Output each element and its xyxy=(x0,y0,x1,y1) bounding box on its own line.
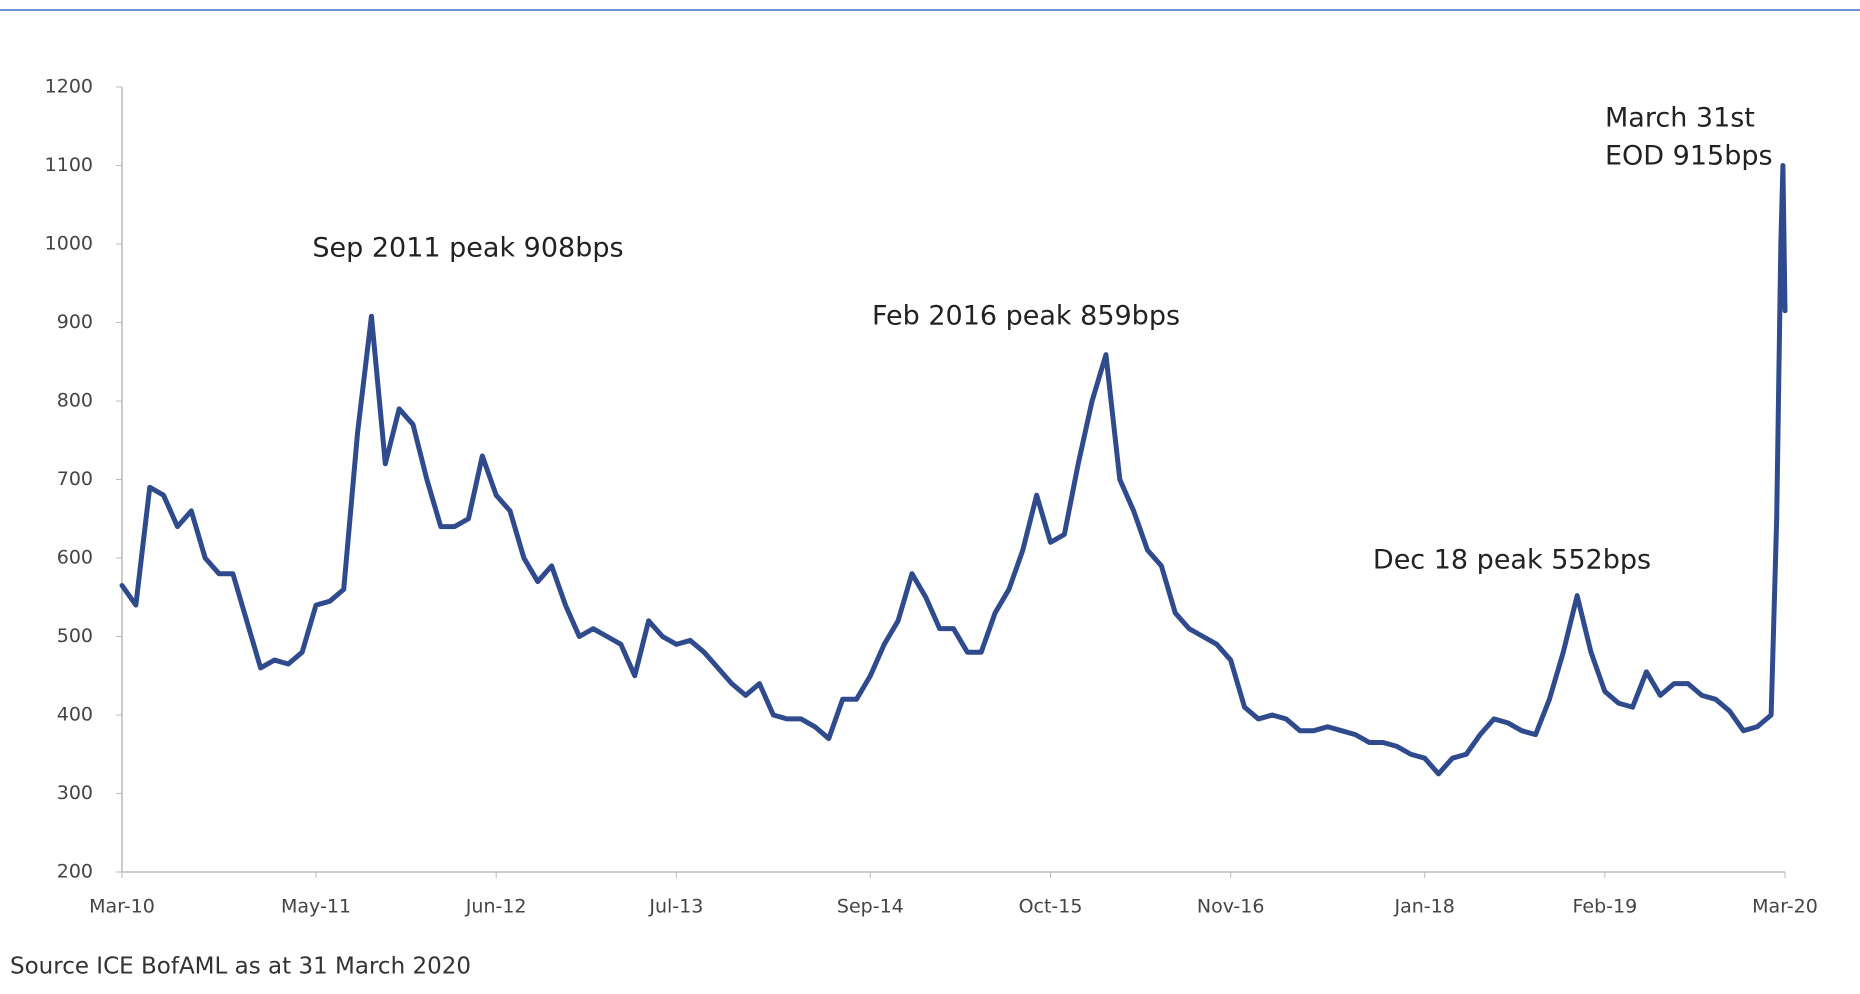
line-series xyxy=(119,163,1788,777)
x-tick-label: Oct-15 xyxy=(1019,896,1083,918)
x-tick-label: Mar-10 xyxy=(89,896,155,918)
y-tick-label: 400 xyxy=(57,704,93,726)
x-tick-label: May-11 xyxy=(281,896,351,918)
x-tick-label: Jun-12 xyxy=(465,896,527,918)
y-tick-label: 1200 xyxy=(45,76,93,98)
annotation: Dec 18 peak 552bps xyxy=(1373,545,1651,576)
annotation: EOD 915bps xyxy=(1605,141,1773,172)
y-tick-label: 300 xyxy=(57,782,93,804)
x-tick-label: Sep-14 xyxy=(837,896,904,918)
y-tick-label: 500 xyxy=(57,625,93,647)
annotation: Sep 2011 peak 908bps xyxy=(312,233,623,264)
y-tick-label: 1000 xyxy=(45,233,93,255)
x-tick-label: Jul-13 xyxy=(648,896,703,918)
annotation: Feb 2016 peak 859bps xyxy=(872,301,1180,332)
source-note: Source ICE BofAML as at 31 March 2020 xyxy=(10,954,471,980)
x-tick-label: Nov-16 xyxy=(1197,896,1265,918)
annotation: March 31st xyxy=(1605,103,1755,134)
y-tick-label: 1100 xyxy=(45,154,93,176)
x-tick-label: Mar-20 xyxy=(1752,896,1818,918)
y-tick-label: 200 xyxy=(57,861,93,883)
x-tick-label: Jan-18 xyxy=(1394,896,1455,918)
y-tick-label: 900 xyxy=(57,311,93,333)
y-tick-label: 800 xyxy=(57,390,93,412)
y-tick-label: 600 xyxy=(57,547,93,569)
x-tick-label: Feb-19 xyxy=(1572,896,1637,918)
y-tick-label: 700 xyxy=(57,468,93,490)
